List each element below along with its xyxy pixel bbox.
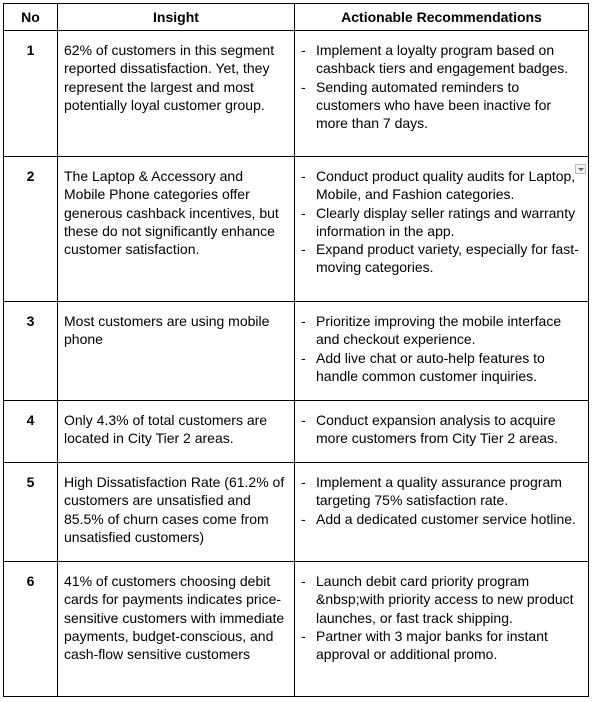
bullet-dash: - — [301, 204, 306, 221]
table-row: 6 41% of customers choosing debit cards … — [3, 561, 589, 697]
row-number: 2 — [3, 156, 58, 302]
recommendation-text: Add live chat or auto-help features to h… — [316, 349, 545, 384]
row-number: 4 — [3, 400, 58, 463]
table-row: 4 Only 4.3% of total customers are locat… — [3, 400, 589, 463]
recommendation-text: Conduct product quality audits for Lapto… — [316, 168, 576, 203]
insight-cell: Most customers are using mobile phone — [57, 301, 295, 401]
row-number: 1 — [3, 30, 58, 157]
header-insight: Insight — [57, 3, 295, 31]
recommendation-text: Prioritize improving the mobile interfac… — [316, 313, 562, 348]
recommendation-text: Expand product variety, especially for f… — [316, 241, 579, 276]
recommendation-text: Clearly display seller ratings and warra… — [316, 204, 576, 239]
row-number: 6 — [3, 561, 58, 697]
recommendations-cell: - Conduct product quality audits for Lapt… — [294, 156, 589, 302]
bullet-dash: - — [301, 313, 306, 329]
recommendation-item: - Expand product variety, especially for … — [299, 240, 582, 277]
recommendations-cell: - Launch debit card priority program &nbs… — [294, 561, 589, 697]
recommendation-item: - Clearly display seller ratings and war… — [299, 204, 582, 241]
recommendation-text: Implement a quality assurance program ta… — [316, 474, 562, 509]
recommendation-item: - Add live chat or auto-help features to … — [299, 349, 582, 386]
recommendation-text: Implement a loyalty program based on cas… — [316, 42, 569, 77]
table-row: 3 Most customers are using mobile phone … — [3, 301, 589, 401]
header-no: No — [3, 3, 58, 31]
recommendation-item: - Partner with 3 major banks for instant … — [299, 627, 582, 664]
recommendations-cell: - Prioritize improving the mobile interfa… — [294, 301, 589, 401]
insight-cell: Only 4.3% of total customers are located… — [57, 400, 295, 463]
recommendation-text: Partner with 3 major banks for instant a… — [316, 627, 548, 663]
recommendation-item: - Add a dedicated customer service hotlin… — [299, 510, 582, 528]
bullet-dash: - — [301, 474, 306, 490]
recommendation-item: - Sending automated reminders to customer… — [299, 78, 582, 133]
header-row: No Insight Actionable Recommendations — [3, 3, 589, 31]
bullet-dash: - — [301, 349, 306, 366]
row-number: 5 — [3, 462, 58, 562]
bullet-dash: - — [301, 78, 306, 95]
table-row: 1 62% of customers in this segment repor… — [3, 30, 589, 157]
insight-cell: 62% of customers in this segment reporte… — [57, 30, 295, 157]
bullet-dash: - — [301, 42, 306, 58]
bullet-dash: - — [301, 241, 306, 258]
bullet-dash: - — [301, 510, 306, 527]
insight-cell: 41% of customers choosing debit cards fo… — [57, 561, 295, 697]
recommendation-text: Launch debit card priority program &nbsp… — [316, 573, 574, 626]
insight-cell: The Laptop & Accessory and Mobile Phone … — [57, 156, 295, 302]
recommendations-cell: - Conduct expansion analysis to acquire m… — [294, 400, 589, 463]
bullet-dash: - — [301, 412, 306, 428]
bullet-dash: - — [301, 168, 306, 184]
recommendations-cell: - Implement a loyalty program based on ca… — [294, 30, 589, 157]
bullet-dash: - — [301, 573, 306, 589]
recommendation-item: - Prioritize improving the mobile interfa… — [299, 312, 582, 349]
header-recommendations: Actionable Recommendations — [294, 3, 589, 31]
recommendation-text: Sending automated reminders to customers… — [316, 78, 552, 132]
table-row: 2 The Laptop & Accessory and Mobile Phon… — [3, 156, 589, 302]
table-row: 5 High Dissatisfaction Rate (61.2% of cu… — [3, 462, 589, 562]
recommendations-cell: - Implement a quality assurance program t… — [294, 462, 589, 562]
bullet-dash: - — [301, 627, 306, 644]
recommendation-item: - Launch debit card priority program &nbs… — [299, 572, 582, 627]
recommendation-item: - Implement a loyalty program based on ca… — [299, 41, 582, 78]
chevron-down-icon[interactable] — [575, 164, 586, 174]
recommendation-item: - Conduct expansion analysis to acquire m… — [299, 411, 582, 448]
recommendation-item: - Conduct product quality audits for Lapt… — [299, 167, 582, 204]
recommendation-text: Conduct expansion analysis to acquire mo… — [316, 412, 558, 447]
insight-cell: High Dissatisfaction Rate (61.2% of cust… — [57, 462, 295, 562]
recommendation-item: - Implement a quality assurance program t… — [299, 473, 582, 510]
recommendation-text: Add a dedicated customer service hotline… — [316, 510, 576, 527]
insights-table: No Insight Actionable Recommendations 1 … — [3, 3, 589, 697]
row-number: 3 — [3, 301, 58, 401]
